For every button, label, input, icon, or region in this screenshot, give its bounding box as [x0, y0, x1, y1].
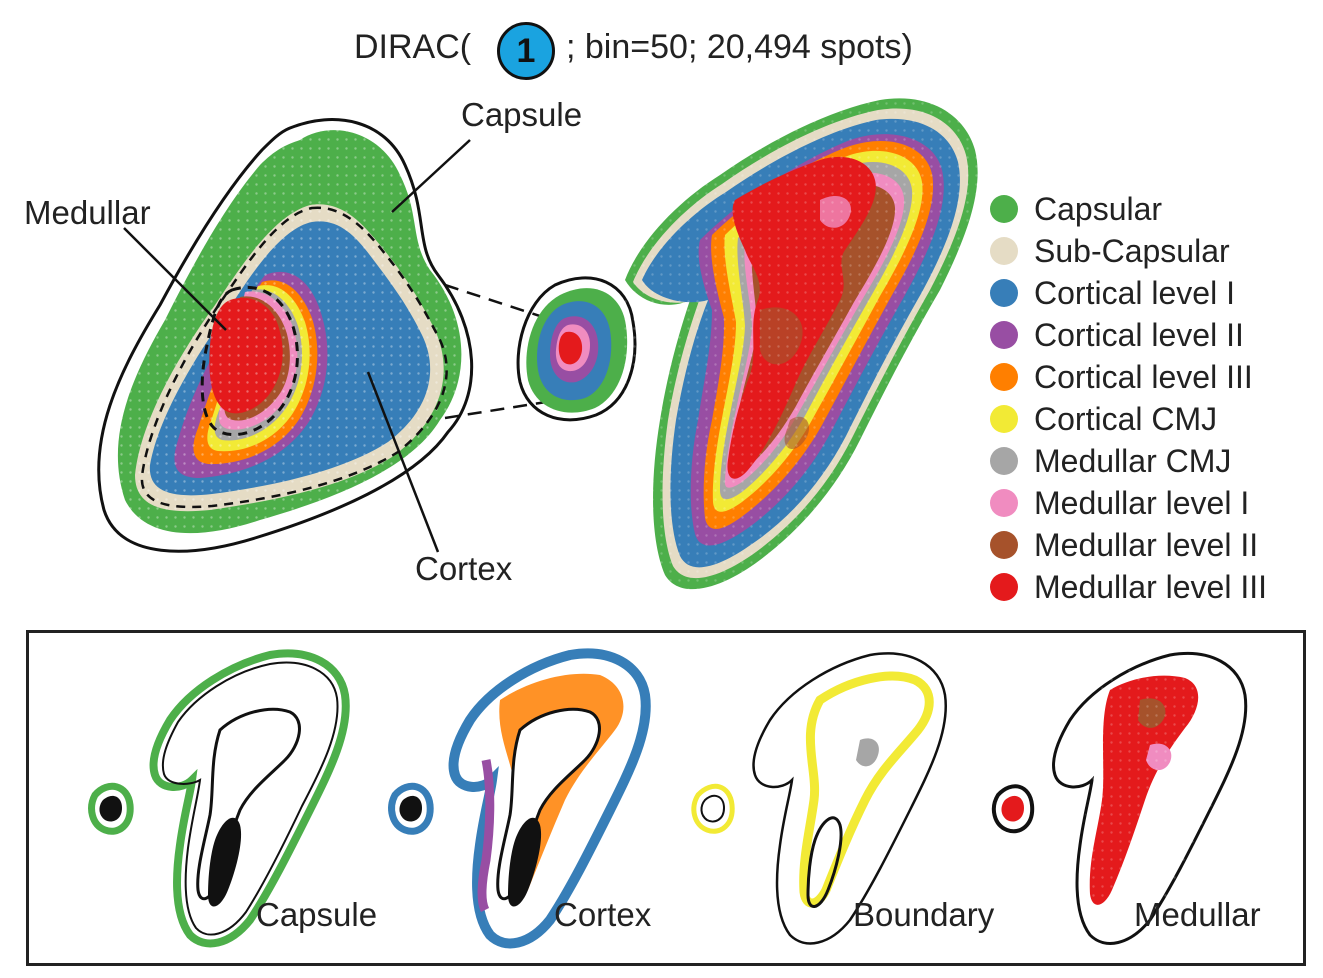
medullar-callout-label: Medullar — [24, 194, 151, 231]
legend-swatch — [990, 195, 1018, 223]
title-prefix: DIRAC( — [354, 28, 472, 66]
legend-label: Cortical level III — [1034, 358, 1253, 395]
legend-swatch — [990, 279, 1018, 307]
legend-label: Medullar CMJ — [1034, 442, 1232, 479]
panel-cortex-silhouette — [388, 648, 651, 949]
legend-item: Cortical level III — [990, 356, 1310, 398]
zoom-medulla-dashed-boundary — [200, 285, 299, 437]
legend-item: Cortical CMJ — [990, 398, 1310, 440]
legend-item: Medullar level I — [990, 482, 1310, 524]
zoom-connector-top — [444, 283, 547, 320]
legend: Capsular Sub-Capsular Cortical level I C… — [990, 188, 1310, 608]
legend-swatch — [990, 405, 1018, 433]
legend-item: Capsular — [990, 188, 1310, 230]
zoom-cortex-dashed-boundary — [140, 206, 448, 509]
legend-item: Cortical level I — [990, 272, 1310, 314]
panel-label-medullar: Medullar — [1134, 896, 1261, 933]
panel-label-capsule: Capsule — [256, 896, 378, 933]
legend-swatch — [990, 531, 1018, 559]
sample-badge: 1 — [497, 22, 555, 80]
legend-label: Cortical level II — [1034, 316, 1244, 353]
zoom-outline — [97, 118, 474, 553]
panel-boundary-silhouette — [691, 652, 947, 945]
legend-item: Medullar level II — [990, 524, 1310, 566]
legend-label: Cortical level I — [1034, 274, 1235, 311]
legend-item: Sub-Capsular — [990, 230, 1310, 272]
panel-label-boundary: Boundary — [853, 896, 995, 933]
legend-swatch — [990, 447, 1018, 475]
panel-capsule-silhouette — [88, 649, 350, 948]
cortex-callout-line — [366, 371, 440, 553]
tissue-map — [516, 95, 990, 605]
legend-item: Medullar CMJ — [990, 440, 1310, 482]
title-suffix: ; bin=50; 20,494 spots) — [566, 28, 913, 66]
legend-swatch — [990, 237, 1018, 265]
legend-item: Cortical level II — [990, 314, 1310, 356]
region-breakdown-panel — [26, 630, 1306, 966]
zoomed-section — [97, 118, 480, 560]
legend-label: Medullar level I — [1034, 484, 1250, 521]
legend-swatch — [990, 363, 1018, 391]
legend-label: Sub-Capsular — [1034, 232, 1230, 269]
zoom-connector-bottom — [444, 400, 547, 420]
cortex-callout-label: Cortex — [415, 550, 513, 587]
figure-title: DIRAC( 1 ; bin=50; 20,494 spots) — [0, 16, 1323, 80]
medullar-callout-line — [123, 227, 227, 331]
capsule-callout-line — [391, 139, 471, 213]
capsule-callout-label: Capsule — [461, 96, 583, 133]
legend-swatch — [990, 573, 1018, 601]
legend-swatch — [990, 489, 1018, 517]
panel-label-cortex: Cortex — [554, 896, 652, 933]
legend-label: Medullar level II — [1034, 526, 1259, 563]
legend-swatch — [990, 321, 1018, 349]
legend-label: Cortical CMJ — [1034, 400, 1218, 437]
legend-item: Medullar level III — [990, 566, 1310, 608]
panel-medullar-silhouette — [991, 651, 1248, 945]
legend-label: Medullar level III — [1034, 568, 1267, 605]
legend-label: Capsular — [1034, 190, 1163, 227]
